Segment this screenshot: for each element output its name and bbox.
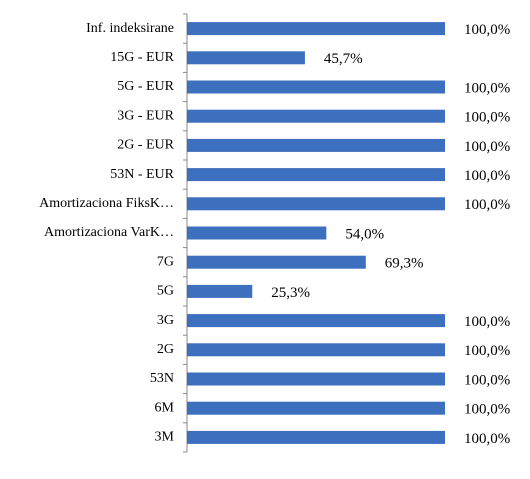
value-label: 25,3% — [271, 285, 310, 301]
category-label: Inf. indeksirane — [86, 21, 174, 36]
bar — [187, 51, 305, 65]
value-label: 69,3% — [385, 256, 424, 272]
category-label: 15G - EUR — [110, 50, 174, 65]
category-label: Amortizaciona VarK… — [44, 225, 174, 240]
value-label: 100,0% — [464, 80, 510, 96]
value-label: 45,7% — [324, 51, 363, 67]
bar — [187, 109, 445, 123]
bar — [187, 197, 445, 211]
bar — [187, 138, 445, 152]
value-label: 100,0% — [464, 314, 510, 330]
value-label: 100,0% — [464, 139, 510, 155]
bar — [187, 255, 366, 269]
bar — [187, 226, 327, 240]
category-label: 53N — [150, 371, 174, 386]
category-label: 3M — [155, 430, 175, 445]
category-label: 3G - EUR — [117, 108, 174, 123]
value-label: 100,0% — [464, 168, 510, 184]
category-label: 5G — [157, 284, 174, 299]
category-label: 6M — [155, 400, 175, 415]
bar — [187, 22, 445, 36]
category-label: 3G — [157, 313, 174, 328]
bar — [187, 80, 445, 94]
bar — [187, 401, 445, 415]
category-label: 7G — [157, 254, 174, 269]
value-label: 100,0% — [464, 372, 510, 388]
value-label: 100,0% — [464, 22, 510, 38]
value-label: 54,0% — [345, 226, 384, 242]
category-label: 2G - EUR — [117, 138, 174, 153]
bar — [187, 430, 445, 444]
category-label: Amortizaciona FiksK… — [39, 196, 174, 211]
value-label: 100,0% — [464, 110, 510, 126]
value-label: 100,0% — [464, 402, 510, 418]
category-label: 53N - EUR — [110, 167, 174, 182]
value-label: 100,0% — [464, 343, 510, 359]
bar — [187, 168, 445, 182]
bar — [187, 372, 445, 386]
bar — [187, 314, 445, 328]
value-label: 100,0% — [464, 197, 510, 213]
value-label: 100,0% — [464, 431, 510, 447]
bar — [187, 284, 253, 298]
bar — [187, 343, 445, 357]
category-label: 5G - EUR — [117, 79, 174, 94]
category-label: 2G — [157, 342, 174, 357]
